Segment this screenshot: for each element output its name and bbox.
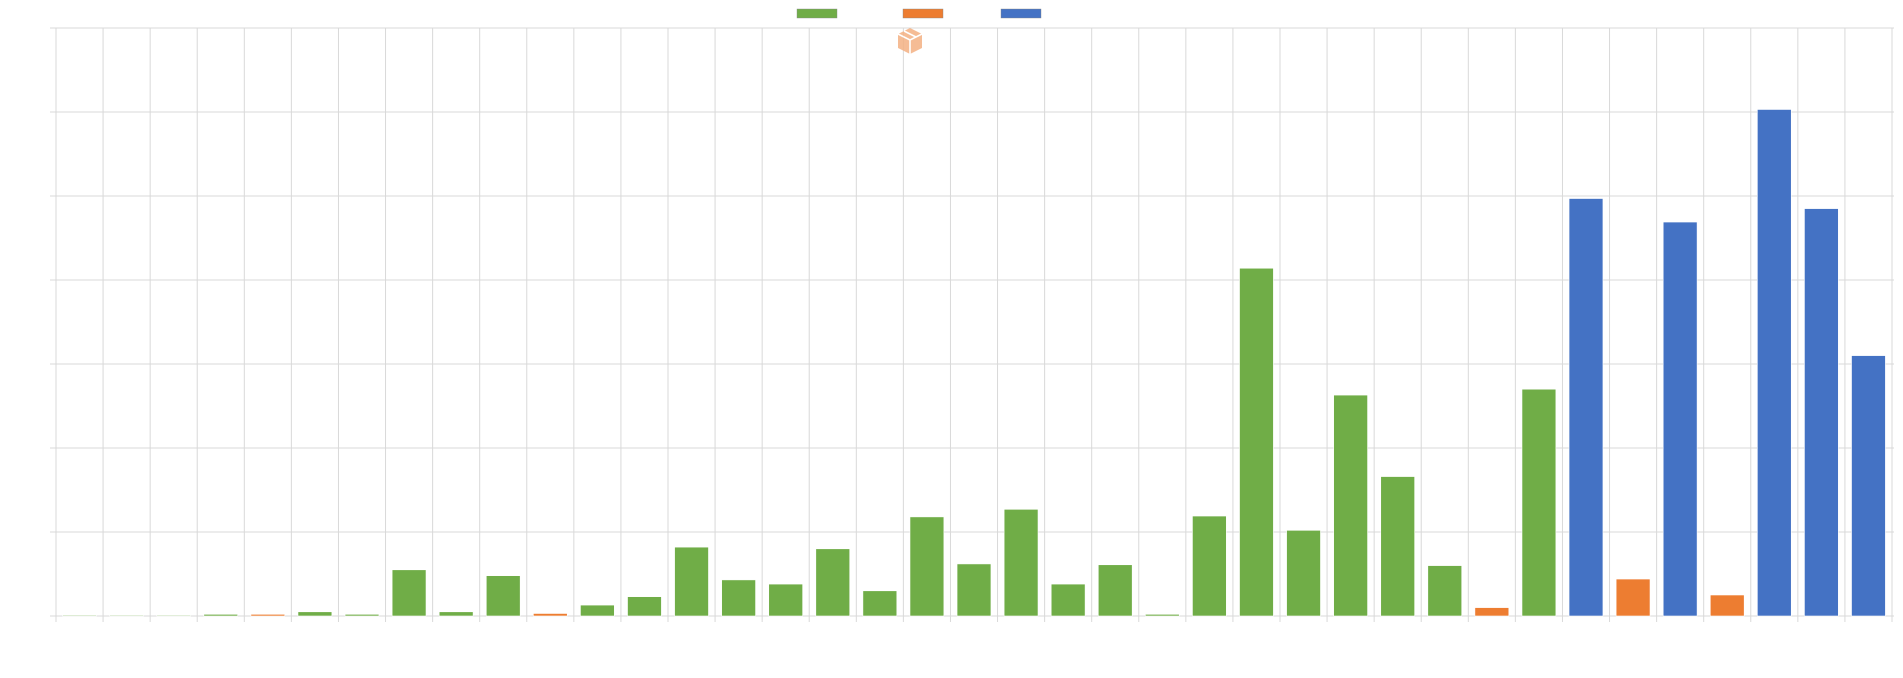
bar [1521,388,1557,617]
bar [533,613,568,617]
bar [1662,221,1698,617]
bar [1050,583,1086,617]
bar [1097,564,1133,617]
bar [768,583,803,617]
bar [1286,530,1321,617]
bars-layer [62,109,1886,617]
bar [1615,578,1651,617]
bar [438,611,474,617]
bar [721,579,756,617]
bar [297,611,333,617]
bar [156,614,191,617]
bar [1474,607,1510,617]
bar [1709,594,1745,617]
bar [250,614,286,617]
bar [62,614,97,617]
box-icon-edges [897,30,923,54]
bar [1145,614,1180,617]
bar [1427,565,1463,617]
bar [485,575,521,617]
legend-swatch [1000,8,1042,19]
bar [1003,509,1039,617]
box-icon [897,28,923,54]
legend-swatch [902,8,944,19]
bar [956,563,992,617]
bar [815,548,851,617]
legend [796,8,1042,19]
bar [1192,515,1227,617]
bar [1804,208,1839,617]
bar [1851,355,1886,617]
bar [674,546,709,617]
bar [1757,109,1792,617]
bar [109,614,144,617]
bar [580,604,615,617]
legend-swatch [796,8,838,19]
bar [1239,267,1274,617]
bar [909,516,945,617]
grid-layer [50,27,1894,622]
watermark [897,28,923,54]
bar [862,590,898,617]
bar [391,569,427,617]
bar [344,614,380,617]
bar [1333,394,1368,617]
bar [627,596,662,617]
bar [1568,198,1604,617]
bar [203,614,239,617]
bar [1380,476,1415,617]
